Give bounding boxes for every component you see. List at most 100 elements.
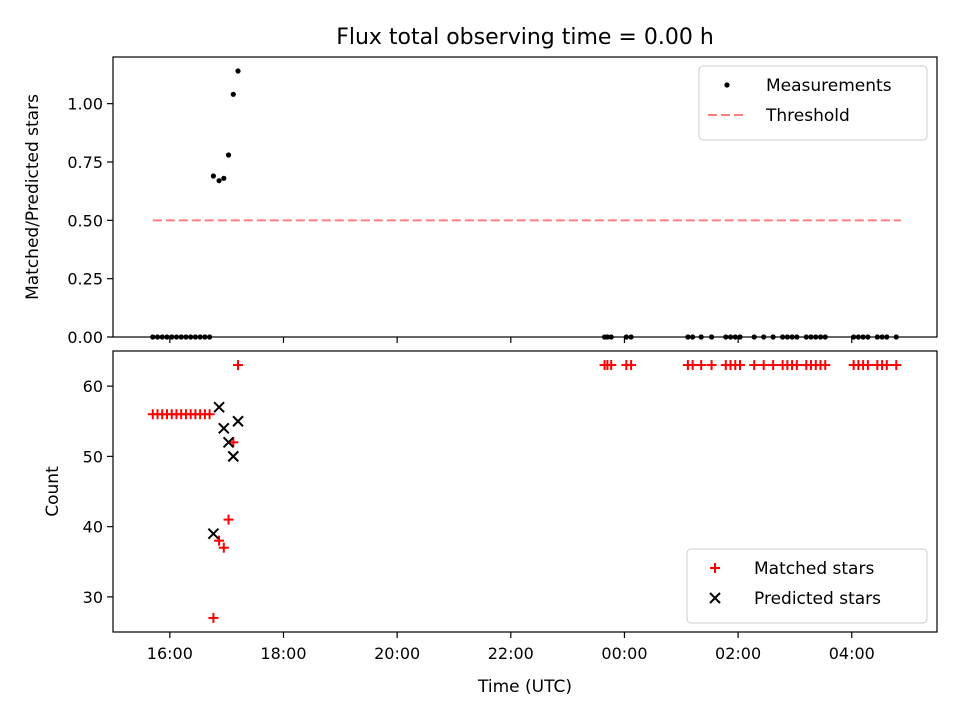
measurement-point <box>761 334 767 340</box>
legend: Matched stars Predicted stars <box>686 548 928 624</box>
matched-star-point <box>820 360 831 371</box>
matched-star-point <box>758 360 769 371</box>
matched-star-point <box>734 360 745 371</box>
bottom-panel-counts: 16:00 18:00 20:00 22:00 00:00 02:00 04:00 30 40 5… <box>43 350 938 663</box>
y-tick-label: 0.25 <box>67 270 103 289</box>
measurement-point <box>690 334 696 340</box>
predicted-star-point <box>218 422 230 434</box>
matched-star-point <box>204 409 215 420</box>
measurement-point <box>808 334 814 340</box>
measurement-point <box>192 334 198 340</box>
figure-title: Flux total observing time = 0.00 h <box>336 25 714 50</box>
predicted-star-point <box>213 401 225 413</box>
matched-star-point <box>791 360 802 371</box>
measurement-point <box>159 334 165 340</box>
measurement-point <box>207 334 213 340</box>
legend-label: Matched stars <box>754 559 874 579</box>
matched-star-point <box>626 360 637 371</box>
y-tick-label: 40 <box>83 518 103 537</box>
y-tick-label: 1.00 <box>67 95 103 114</box>
measurement-point <box>188 334 194 340</box>
measurement-point <box>784 334 790 340</box>
measurement-point <box>789 334 795 340</box>
measurement-point <box>164 334 170 340</box>
measurement-point <box>751 334 757 340</box>
predicted-star-point-b <box>232 415 244 427</box>
measurement-point <box>150 334 156 340</box>
predicted-star-point-b <box>227 450 239 463</box>
x-tick-label: 22:00 <box>488 644 534 663</box>
predicted-star-point-b <box>218 422 230 434</box>
legend-marker <box>709 592 721 604</box>
legend-box <box>698 65 928 141</box>
predicted-star-point <box>207 527 220 540</box>
axes-frame <box>112 56 938 338</box>
x-tick-label: 02:00 <box>715 644 761 663</box>
measurement-point <box>628 334 634 340</box>
measurement-point <box>732 334 738 340</box>
matched-star-point <box>233 360 244 371</box>
matched-star-point <box>768 360 779 371</box>
legend-marker <box>710 563 720 573</box>
predicted-star-point-b <box>222 436 235 449</box>
y-axis-label: Count <box>43 466 63 517</box>
legend-label: Threshold <box>765 106 850 126</box>
measurement-point <box>225 152 232 158</box>
measurement-point <box>851 334 857 340</box>
matched-star-point <box>214 535 225 546</box>
measurement-point <box>708 334 715 340</box>
legend-label: Predicted stars <box>754 589 881 609</box>
matched-star-point <box>218 542 229 553</box>
measurement-point <box>822 334 828 340</box>
measurement-point <box>235 68 241 74</box>
measurement-point <box>623 334 629 340</box>
matched-star-point <box>696 360 707 371</box>
matched-star-point <box>606 360 617 371</box>
measurement-point <box>197 334 203 340</box>
matched-star-point <box>862 360 873 371</box>
x-tick-label: 16:00 <box>147 644 193 663</box>
measurement-point <box>202 334 208 340</box>
y-tick-label: 60 <box>83 377 103 396</box>
measurement-point <box>230 91 236 97</box>
measurement-point <box>737 334 743 340</box>
measurement-point <box>685 334 691 340</box>
y-tick-label: 50 <box>83 447 103 466</box>
measurement-point <box>874 334 880 340</box>
measurement-point <box>169 334 175 340</box>
measurement-point <box>698 334 704 340</box>
predicted-star-point <box>222 436 235 449</box>
matched-star-point <box>891 360 902 371</box>
legend-box <box>686 548 928 624</box>
measurement-point <box>817 334 824 340</box>
x-axis-label: Time (UTC) <box>477 677 572 697</box>
matched-star-point <box>881 360 892 371</box>
top-panel-ratio: 0.00 0.25 0.50 0.75 1.00 Matched/Predicted st… <box>23 56 938 347</box>
measurement-point <box>884 334 890 340</box>
matched-star-point <box>223 514 234 525</box>
predicted-star-point <box>227 450 239 463</box>
x-tick-label: 18:00 <box>260 644 306 663</box>
measurement-point <box>723 334 729 340</box>
predicted-star-point <box>232 415 244 427</box>
y-tick-label: 0.75 <box>67 153 103 172</box>
x-tick-label: 04:00 <box>829 644 875 663</box>
measurement-point <box>178 334 184 340</box>
measurement-point <box>216 178 222 184</box>
axes-frame <box>112 350 938 633</box>
predicted-star-point-b <box>207 527 220 540</box>
y-tick-label: 0.50 <box>67 211 103 230</box>
y-tick-label: 0.00 <box>67 328 103 347</box>
matched-star-point <box>749 360 760 371</box>
measurement-point <box>855 334 861 340</box>
y-axis-label: Matched/Predicted stars <box>23 94 43 300</box>
predicted-star-point-b <box>213 401 225 413</box>
measurement-point <box>221 175 227 181</box>
measurement-point <box>780 334 786 340</box>
matched-star-point <box>687 360 698 371</box>
legend-marker-b <box>709 592 721 604</box>
y-tick-label: 30 <box>83 588 103 607</box>
x-tick-label: 20:00 <box>374 644 420 663</box>
legend-label: Measurements <box>766 76 892 96</box>
